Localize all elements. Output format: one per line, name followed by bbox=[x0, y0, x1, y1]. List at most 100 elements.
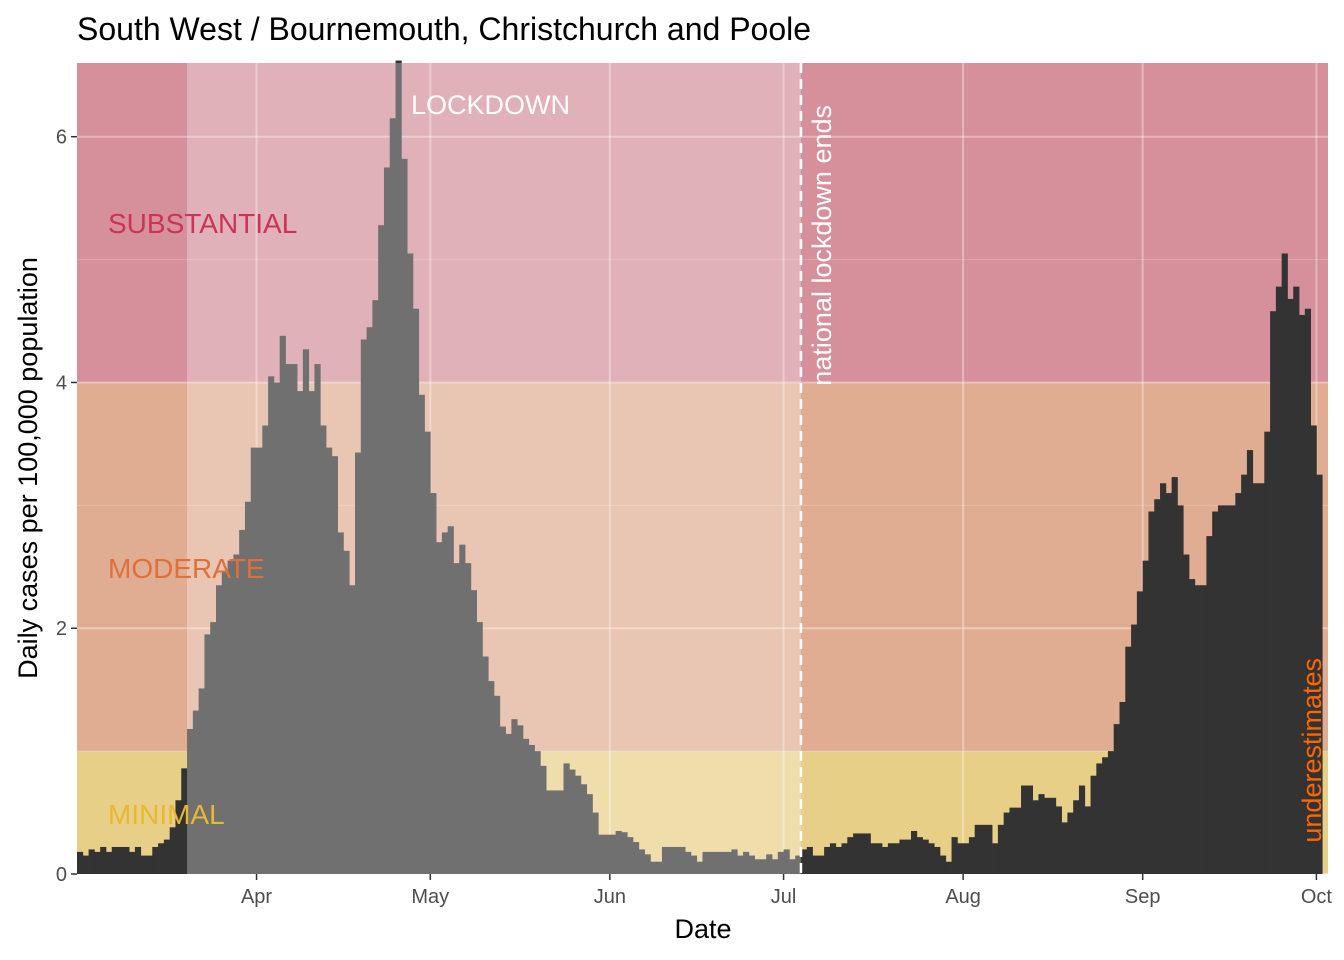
bar bbox=[633, 842, 640, 874]
bar bbox=[569, 769, 576, 874]
bar bbox=[227, 560, 234, 874]
bar bbox=[1067, 812, 1074, 874]
bar bbox=[899, 839, 906, 874]
bar bbox=[725, 851, 732, 874]
y-tick-label: 4 bbox=[56, 372, 67, 394]
bar bbox=[378, 225, 385, 874]
bar bbox=[824, 846, 831, 874]
bar bbox=[239, 529, 246, 874]
bar bbox=[297, 391, 304, 874]
bar bbox=[743, 851, 750, 874]
bar bbox=[748, 855, 755, 874]
bar bbox=[957, 843, 964, 874]
band-label-substantial: SUBSTANTIAL bbox=[108, 208, 297, 239]
bar bbox=[702, 851, 709, 874]
bar bbox=[1310, 425, 1317, 874]
bar bbox=[250, 447, 257, 874]
bar bbox=[482, 656, 489, 874]
bar bbox=[1194, 585, 1201, 874]
bar bbox=[1241, 474, 1248, 874]
bar bbox=[812, 855, 819, 874]
bar bbox=[1281, 253, 1288, 874]
bar bbox=[441, 532, 449, 874]
bar bbox=[1055, 806, 1062, 874]
bar bbox=[412, 308, 420, 874]
bar bbox=[551, 790, 559, 874]
bar bbox=[627, 837, 634, 874]
bar bbox=[453, 563, 460, 874]
bar bbox=[893, 843, 900, 874]
bar bbox=[963, 843, 970, 874]
bar bbox=[580, 784, 588, 874]
bar bbox=[302, 349, 310, 874]
y-tick-label: 2 bbox=[56, 618, 67, 640]
bar bbox=[1252, 483, 1259, 874]
bar bbox=[187, 729, 194, 874]
bar bbox=[430, 493, 437, 874]
x-tick-label: Jun bbox=[594, 886, 626, 908]
bar bbox=[175, 800, 182, 874]
bar bbox=[609, 834, 616, 874]
bar bbox=[656, 861, 663, 874]
bar bbox=[499, 726, 506, 874]
bar bbox=[1287, 298, 1294, 875]
bar bbox=[320, 425, 327, 874]
bar bbox=[233, 554, 240, 874]
bar bbox=[1235, 493, 1242, 874]
bar bbox=[690, 855, 698, 874]
bar bbox=[1258, 483, 1265, 874]
bar bbox=[1061, 822, 1068, 874]
bar bbox=[1107, 751, 1115, 874]
bar bbox=[737, 855, 744, 874]
bar bbox=[123, 846, 130, 874]
bar bbox=[1090, 775, 1097, 874]
bar bbox=[1148, 511, 1155, 874]
bar bbox=[557, 790, 564, 874]
lockdown-period-overlay bbox=[187, 63, 801, 874]
bar bbox=[1212, 511, 1219, 874]
bar bbox=[308, 391, 315, 874]
bar bbox=[1275, 286, 1283, 874]
bar bbox=[673, 846, 680, 874]
bar bbox=[198, 688, 205, 874]
bar bbox=[783, 849, 790, 874]
bar bbox=[424, 431, 431, 874]
bar bbox=[383, 167, 391, 875]
bar bbox=[1165, 493, 1172, 874]
bar bbox=[389, 118, 396, 874]
bar bbox=[968, 837, 976, 874]
y-tick-label: 0 bbox=[56, 864, 67, 886]
bar bbox=[922, 839, 929, 874]
bar bbox=[563, 763, 570, 874]
bar bbox=[1293, 286, 1300, 874]
bar bbox=[152, 846, 159, 874]
bar bbox=[1113, 724, 1120, 874]
bar bbox=[1200, 585, 1207, 874]
bar bbox=[1026, 785, 1033, 874]
bar bbox=[644, 854, 651, 874]
bar bbox=[980, 824, 987, 874]
bar bbox=[841, 843, 848, 874]
lockdown-ends-label: national lockdown ends bbox=[807, 105, 837, 386]
bar bbox=[459, 544, 466, 874]
bar bbox=[488, 681, 495, 874]
bar bbox=[1160, 483, 1167, 874]
bar bbox=[1102, 757, 1109, 874]
bar bbox=[1217, 505, 1225, 874]
bar bbox=[517, 725, 524, 874]
bar bbox=[1009, 807, 1016, 874]
bar bbox=[77, 851, 84, 874]
bar bbox=[667, 846, 674, 874]
bar bbox=[105, 851, 113, 874]
bar bbox=[997, 824, 1005, 874]
bar bbox=[1078, 785, 1086, 874]
bar bbox=[476, 622, 483, 874]
bar bbox=[181, 768, 188, 874]
bar bbox=[343, 550, 350, 874]
bar bbox=[1206, 536, 1213, 874]
bar bbox=[1264, 431, 1271, 874]
bar bbox=[766, 854, 773, 874]
bar bbox=[661, 846, 669, 874]
bar bbox=[546, 790, 553, 874]
bar bbox=[992, 843, 999, 874]
